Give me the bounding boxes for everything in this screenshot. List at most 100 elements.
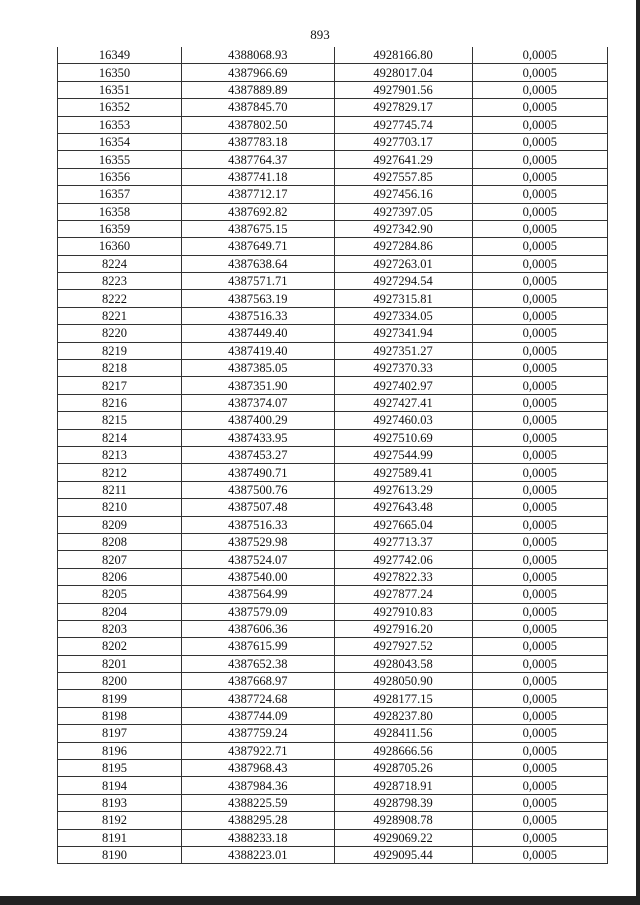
point-number-cell: 16357: [57, 185, 182, 204]
table-row: 8211 4387500.76 4927613.29 0,0005: [57, 481, 609, 500]
x-coordinate-cell: 4387507.48: [180, 498, 335, 517]
x-coordinate-cell: 4387692.82: [180, 203, 335, 221]
value-cell: 0,0005: [471, 776, 609, 795]
value-cell: 0,0005: [471, 585, 609, 604]
table-row: 8193 4388225.59 4928798.39 0,0005: [57, 794, 609, 813]
scan-border-bottom: [0, 896, 640, 905]
table-row: 16353 4387802.50 4927745.74 0,0005: [57, 116, 609, 134]
value-cell: 0,0005: [471, 707, 609, 726]
x-coordinate-cell: 4387564.99: [180, 585, 335, 604]
y-coordinate-cell: 4928718.91: [333, 776, 473, 795]
x-coordinate-cell: 4387889.89: [180, 81, 335, 100]
value-cell: 0,0005: [471, 116, 609, 134]
table-row: 8192 4388295.28 4928908.78 0,0005: [57, 811, 609, 830]
value-cell: 0,0005: [471, 168, 609, 187]
value-cell: 0,0005: [471, 568, 609, 587]
table-row: 8213 4387453.27 4927544.99 0,0005: [57, 446, 609, 465]
table-row: 8221 4387516.33 4927334.05 0,0005: [57, 307, 609, 326]
y-coordinate-cell: 4929069.22: [333, 829, 473, 847]
y-coordinate-cell: 4927397.05: [333, 203, 473, 221]
x-coordinate-cell: 4388233.18: [180, 829, 335, 847]
point-number-cell: 8204: [57, 603, 182, 621]
x-coordinate-cell: 4388068.93: [180, 47, 335, 65]
x-coordinate-cell: 4387579.09: [180, 603, 335, 621]
table-row: 8205 4387564.99 4927877.24 0,0005: [57, 585, 609, 604]
x-coordinate-cell: 4387783.18: [180, 133, 335, 152]
y-coordinate-cell: 4927510.69: [333, 429, 473, 447]
x-coordinate-cell: 4387516.33: [180, 307, 335, 326]
table-row: 8203 4387606.36 4927916.20 0,0005: [57, 620, 609, 639]
value-cell: 0,0005: [471, 689, 609, 708]
value-cell: 0,0005: [471, 237, 609, 256]
value-cell: 0,0005: [471, 47, 609, 65]
point-number-cell: 8198: [57, 707, 182, 726]
value-cell: 0,0005: [471, 359, 609, 378]
y-coordinate-cell: 4927342.90: [333, 220, 473, 239]
table-row: 8209 4387516.33 4927665.04 0,0005: [57, 516, 609, 534]
value-cell: 0,0005: [471, 272, 609, 291]
value-cell: 0,0005: [471, 429, 609, 447]
point-number-cell: 8202: [57, 637, 182, 656]
y-coordinate-cell: 4927284.86: [333, 237, 473, 256]
table-row: 8214 4387433.95 4927510.69 0,0005: [57, 429, 609, 447]
point-number-cell: 8222: [57, 289, 182, 308]
point-number-cell: 8190: [57, 846, 182, 865]
y-coordinate-cell: 4927703.17: [333, 133, 473, 152]
value-cell: 0,0005: [471, 463, 609, 482]
x-coordinate-cell: 4387845.70: [180, 98, 335, 117]
point-number-cell: 16358: [57, 203, 182, 221]
y-coordinate-cell: 4927643.48: [333, 498, 473, 517]
value-cell: 0,0005: [471, 637, 609, 656]
point-number-cell: 8203: [57, 620, 182, 639]
point-number-cell: 8201: [57, 655, 182, 674]
table-row: 16350 4387966.69 4928017.04 0,0005: [57, 63, 609, 82]
table-row: 8212 4387490.71 4927589.41 0,0005: [57, 463, 609, 482]
point-number-cell: 8194: [57, 776, 182, 795]
value-cell: 0,0005: [471, 620, 609, 639]
table-row: 8190 4388223.01 4929095.44 0,0005: [57, 846, 609, 865]
y-coordinate-cell: 4928043.58: [333, 655, 473, 674]
value-cell: 0,0005: [471, 672, 609, 691]
point-number-cell: 8215: [57, 411, 182, 430]
x-coordinate-cell: 4387759.24: [180, 724, 335, 743]
y-coordinate-cell: 4927456.16: [333, 185, 473, 204]
x-coordinate-cell: 4387744.09: [180, 707, 335, 726]
y-coordinate-cell: 4927829.17: [333, 98, 473, 117]
coordinates-table: 16349 4388068.93 4928166.80 0,0005 16350 4387…: [57, 47, 609, 865]
value-cell: 0,0005: [471, 794, 609, 813]
x-coordinate-cell: 4387563.19: [180, 289, 335, 308]
x-coordinate-cell: 4387351.90: [180, 376, 335, 395]
y-coordinate-cell: 4927613.29: [333, 481, 473, 500]
x-coordinate-cell: 4387922.71: [180, 742, 335, 761]
table-row: 8202 4387615.99 4927927.52 0,0005: [57, 637, 609, 656]
value-cell: 0,0005: [471, 81, 609, 100]
y-coordinate-cell: 4928017.04: [333, 63, 473, 82]
point-number-cell: 8193: [57, 794, 182, 813]
table-row: 8196 4387922.71 4928666.56 0,0005: [57, 742, 609, 761]
x-coordinate-cell: 4387524.07: [180, 550, 335, 569]
value-cell: 0,0005: [471, 324, 609, 343]
value-cell: 0,0005: [471, 220, 609, 239]
y-coordinate-cell: 4927370.33: [333, 359, 473, 378]
y-coordinate-cell: 4928908.78: [333, 811, 473, 830]
point-number-cell: 16359: [57, 220, 182, 239]
point-number-cell: 8224: [57, 255, 182, 274]
y-coordinate-cell: 4927641.29: [333, 150, 473, 169]
point-number-cell: 8216: [57, 394, 182, 413]
table-row: 16360 4387649.71 4927284.86 0,0005: [57, 237, 609, 256]
x-coordinate-cell: 4387400.29: [180, 411, 335, 430]
value-cell: 0,0005: [471, 411, 609, 430]
x-coordinate-cell: 4387449.40: [180, 324, 335, 343]
table-row: 8197 4387759.24 4928411.56 0,0005: [57, 724, 609, 743]
point-number-cell: 16350: [57, 63, 182, 82]
value-cell: 0,0005: [471, 759, 609, 778]
value-cell: 0,0005: [471, 742, 609, 761]
table-row: 8216 4387374.07 4927427.41 0,0005: [57, 394, 609, 413]
value-cell: 0,0005: [471, 342, 609, 361]
point-number-cell: 8208: [57, 533, 182, 552]
x-coordinate-cell: 4387433.95: [180, 429, 335, 447]
table-row: 8194 4387984.36 4928718.91 0,0005: [57, 776, 609, 795]
x-coordinate-cell: 4387638.64: [180, 255, 335, 274]
y-coordinate-cell: 4927557.85: [333, 168, 473, 187]
x-coordinate-cell: 4388225.59: [180, 794, 335, 813]
